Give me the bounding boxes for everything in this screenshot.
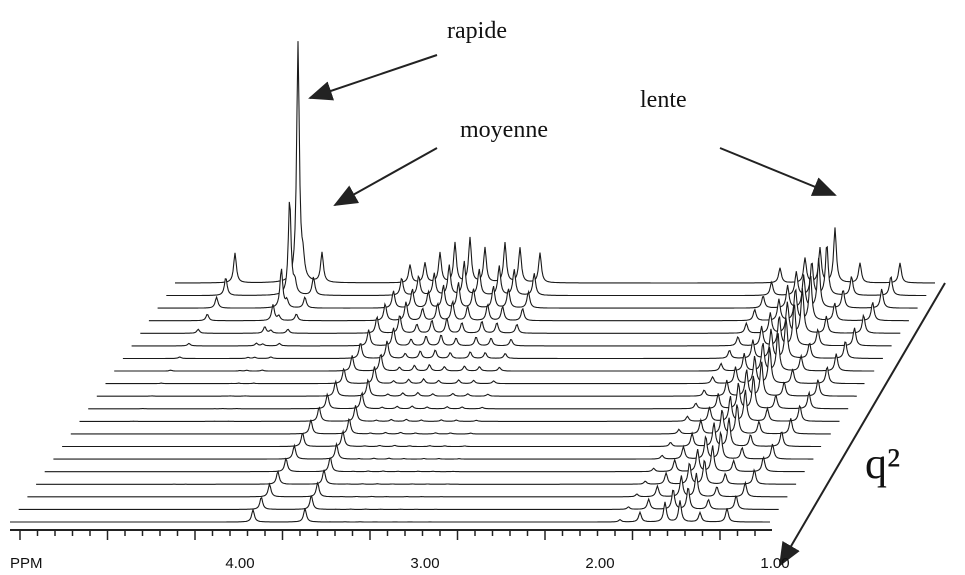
trace <box>70 404 831 435</box>
trace-fill <box>140 288 901 335</box>
label-moyenne: moyenne <box>460 117 548 143</box>
tick-label: 1.00 <box>760 555 789 572</box>
trace <box>88 375 849 410</box>
trace <box>53 430 814 460</box>
trace-fill <box>10 500 770 523</box>
trace <box>79 389 840 422</box>
trace <box>148 275 909 322</box>
trace <box>36 459 797 485</box>
ruler-ticks <box>19 530 756 540</box>
trace-fill <box>157 257 918 310</box>
trace <box>27 472 788 498</box>
trace <box>105 346 865 385</box>
tick-label: 2.00 <box>585 555 614 572</box>
trace <box>62 417 822 448</box>
arrow-lente <box>719 147 837 196</box>
trace <box>157 257 918 309</box>
trace-fill <box>131 304 892 347</box>
trace <box>10 500 770 523</box>
trace <box>131 304 892 347</box>
label-rapide: rapide <box>447 18 507 44</box>
tick-label: 3.00 <box>410 555 439 572</box>
trace <box>140 287 901 334</box>
trace <box>175 41 935 284</box>
trace-fill <box>114 333 875 373</box>
trace <box>122 317 883 360</box>
trace-fill <box>122 317 883 360</box>
tick-label: 4.00 <box>225 555 254 572</box>
unit-label: PPM <box>10 555 43 572</box>
trace <box>166 201 927 297</box>
trace-fill <box>166 201 927 297</box>
label-lente: lente <box>640 87 687 113</box>
arrow-rapide <box>308 54 438 101</box>
trace <box>96 361 857 397</box>
arrow-moyenne <box>333 147 438 206</box>
trace <box>44 445 805 473</box>
depth-label: q² <box>865 439 900 488</box>
trace-fill <box>148 276 909 322</box>
trace <box>114 333 875 372</box>
spectra <box>10 41 935 523</box>
trace <box>18 487 779 510</box>
q2-axis <box>778 282 946 567</box>
